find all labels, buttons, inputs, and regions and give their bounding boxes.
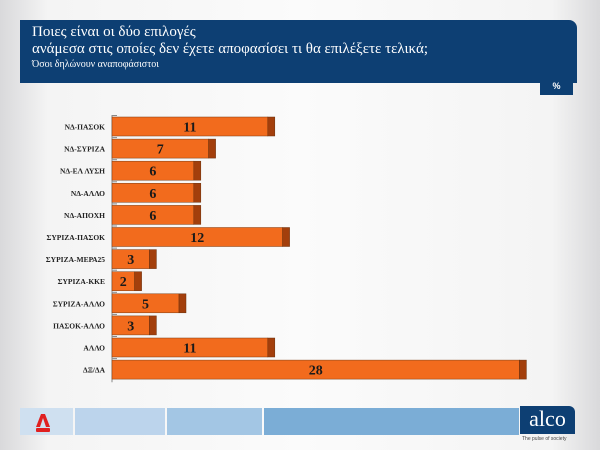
category-label: ΝΔ-ΑΛΛΟ xyxy=(71,189,105,198)
data-label: 28 xyxy=(309,364,323,379)
category-label: ΣΥΡΙΖΑ-ΠΑΣΟΚ xyxy=(46,233,105,242)
bar-end-cap xyxy=(267,337,276,358)
category-label: ΔΞ/ΔΑ xyxy=(83,366,106,375)
data-label: 3 xyxy=(127,319,134,334)
chart-title-line1: Ποιες είναι οι δύο επιλογές xyxy=(32,24,196,40)
data-label: 6 xyxy=(149,165,156,180)
category-label: ΝΔ-ΑΠΟΧΗ xyxy=(64,211,105,220)
bar-end-cap xyxy=(149,315,157,336)
footer-band-1 xyxy=(75,408,165,435)
bar-end-cap xyxy=(193,183,202,203)
chart-subtitle: Όσοι δηλώνουν αναποφάσιστοι xyxy=(32,59,159,70)
category-label: ΠΑΣΟΚ-ΑΛΛΟ xyxy=(53,321,105,330)
category-label: ΝΔ-ΣΥΡΙΖΑ xyxy=(64,145,105,154)
bar-end-cap xyxy=(178,293,187,314)
chart-title-line2: ανάμεσα στις οποίες δεν έχετε αποφασίσει… xyxy=(32,41,428,57)
category-label: ΝΔ-ΠΑΣΟΚ xyxy=(65,123,106,132)
bar-end-cap xyxy=(208,138,216,159)
category-label: ΣΥΡΙΖΑ-ΑΛΛΟ xyxy=(53,299,105,308)
data-label: 12 xyxy=(190,231,204,246)
bar-end-cap xyxy=(193,205,202,225)
footer-band-3 xyxy=(264,408,519,435)
data-label: 11 xyxy=(183,121,196,136)
data-label: 11 xyxy=(183,342,196,357)
bar-end-cap xyxy=(267,116,276,137)
category-label: ΑΛΛΟ xyxy=(83,344,105,353)
data-label: 6 xyxy=(149,209,156,224)
bar-end-cap xyxy=(193,160,202,181)
unit-badge: % xyxy=(540,76,573,95)
footer-band-2 xyxy=(167,408,262,435)
bar-end-cap xyxy=(519,359,527,380)
bar-end-cap xyxy=(149,249,157,269)
bar-end-cap xyxy=(282,227,290,247)
data-label: 2 xyxy=(120,275,127,290)
category-label: ΝΔ-ΕΛ ΛΥΣΗ xyxy=(60,167,105,176)
alco-tagline: The pulse of society xyxy=(522,436,567,442)
data-label: 3 xyxy=(127,253,134,268)
bar-chart: ΝΔ-ΠΑΣΟΚ 11 ΝΔ-ΣΥΡΙΖΑ 7 ΝΔ-ΕΛ ΛΥΣΗ 6 ΝΔ-ΑΛΛΟ 6 Ν… xyxy=(46,115,527,383)
chart-header: Ποιες είναι οι δύο επιλογές ανάμεσα στις… xyxy=(20,20,577,83)
category-label: ΣΥΡΙΖΑ-ΚΚΕ xyxy=(58,277,105,286)
alco-logo: alco xyxy=(520,406,575,434)
data-label: 7 xyxy=(157,143,164,158)
bar-end-cap xyxy=(134,271,142,291)
data-label: 5 xyxy=(142,297,149,312)
alpha-tv-logo-icon xyxy=(36,414,50,432)
footer-logo-box xyxy=(20,408,73,435)
data-label: 6 xyxy=(149,187,156,202)
category-label: ΣΥΡΙΖΑ-ΜΕΡΑ25 xyxy=(46,255,105,264)
